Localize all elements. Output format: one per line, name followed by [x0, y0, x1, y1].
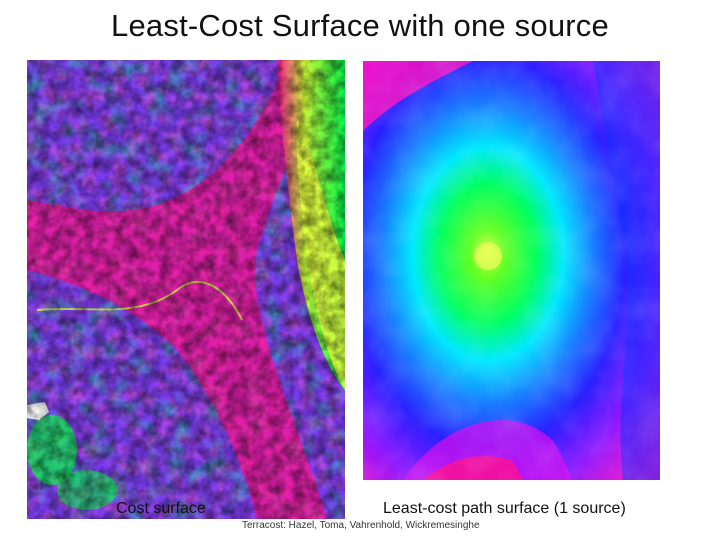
slide-title: Least-Cost Surface with one source — [111, 8, 609, 43]
cost-surface-caption: Cost surface — [116, 500, 206, 517]
least-cost-path-caption: Least-cost path surface (1 source) — [383, 500, 626, 517]
credit-line: Terracost: Hazel, Toma, Vahrenhold, Wick… — [242, 520, 480, 531]
cost-surface-map — [27, 60, 345, 519]
least-cost-path-map — [363, 61, 660, 480]
